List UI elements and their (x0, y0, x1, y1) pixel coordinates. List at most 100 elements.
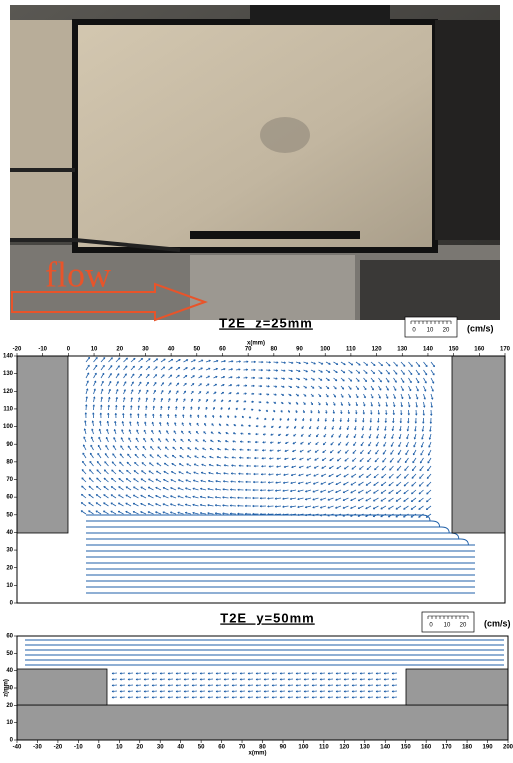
vector-arrow (86, 365, 89, 370)
vector-arrow (381, 490, 386, 493)
x-tick-label: 110 (319, 745, 329, 751)
vector-arrow (427, 490, 431, 494)
vector-arrow (389, 482, 394, 486)
x-tick-label: 90 (296, 347, 303, 353)
y-tick-label: 140 (3, 354, 14, 360)
vector-arrow (419, 498, 424, 502)
x-tick-label: 160 (421, 745, 432, 751)
vector-arrow (416, 370, 419, 375)
vector-arrow (431, 362, 435, 367)
vector-arrow (375, 466, 379, 470)
vector-arrow (396, 498, 401, 501)
x-tick-label: 70 (245, 347, 252, 353)
scale-label: 20 (443, 328, 450, 334)
vector-arrow (389, 490, 394, 494)
vector-arrow (381, 482, 386, 486)
vector-arrow (424, 370, 427, 375)
vector-arrow (119, 470, 123, 474)
vector-arrow (379, 370, 383, 374)
x-tick-label: 0 (97, 745, 101, 751)
vector-stream (86, 515, 430, 521)
vector-arrow (394, 370, 398, 374)
vector-arrow (112, 470, 116, 474)
x-tick-label: 120 (339, 745, 350, 751)
vector-arrow (104, 495, 109, 498)
vector-arrow (112, 462, 116, 466)
vector-arrow (427, 482, 431, 486)
vector-arrow (81, 502, 86, 506)
vector-arrow (86, 357, 90, 362)
vector-arrow (383, 458, 386, 462)
x-tick-label: -20 (54, 745, 63, 751)
scale-unit: (cm/s) (467, 323, 494, 333)
vector-arrow (142, 454, 146, 458)
vector-arrow (119, 487, 124, 490)
vector-arrow (412, 466, 416, 471)
vector-arrow (386, 370, 390, 374)
vector-stream (86, 539, 468, 545)
vector-arrow (105, 462, 109, 466)
x-tick-label: 200 (503, 745, 513, 751)
obstacle (452, 356, 505, 533)
x-tick-label: 120 (372, 347, 383, 353)
vector-arrow (97, 461, 101, 466)
x-tick-label: -20 (13, 347, 22, 353)
x-tick-label: 160 (474, 347, 485, 353)
vector-arrow (359, 466, 363, 469)
vector-arrow (426, 506, 431, 510)
vector-arrow (134, 462, 138, 466)
vector-arrow (101, 365, 104, 370)
obstacle (17, 705, 508, 740)
vector-arrow (359, 474, 364, 477)
vector-arrow (364, 370, 368, 374)
vector-arrow (389, 498, 394, 501)
vector-arrow (111, 495, 116, 498)
chart-title: T2E y=50mm (220, 610, 314, 625)
vector-arrow (94, 365, 97, 370)
vector-arrow (390, 458, 393, 462)
vector-arrow (382, 474, 386, 478)
vector-arrow (411, 498, 416, 502)
vector-arrow (139, 358, 143, 362)
x-tick-label: 110 (346, 347, 356, 353)
x-tick-label: 170 (442, 745, 453, 751)
x-tick-label: 80 (270, 347, 277, 353)
x-tick-label: 190 (483, 745, 494, 751)
vector-arrow (82, 469, 86, 474)
vector-arrow (386, 362, 390, 366)
obstacle (17, 669, 107, 705)
scale-unit: (cm/s) (484, 618, 511, 628)
vector-arrow (124, 358, 128, 362)
x-tick-label: 30 (157, 745, 164, 751)
x-tick-label: 30 (142, 347, 149, 353)
vector-arrow (104, 486, 109, 490)
y-tick-label: 20 (6, 565, 13, 571)
x-tick-label: 10 (91, 347, 98, 353)
vector-arrow (405, 466, 409, 471)
axes-frame (17, 356, 505, 603)
vector-arrow (109, 358, 113, 362)
figure: flow -20-1001020304050607080901001101201… (0, 0, 513, 758)
photo: flow (10, 5, 500, 320)
vector-arrow (416, 362, 420, 367)
vector-arrow (126, 478, 131, 482)
vector-arrow (116, 366, 120, 370)
y-tick-label: 80 (6, 459, 13, 465)
vector-arrow (411, 490, 416, 494)
vector-arrow (396, 490, 401, 494)
x-tick-label: 20 (116, 347, 123, 353)
y-tick-label: 0 (10, 601, 14, 607)
vector-arrow (126, 487, 131, 490)
vector-arrow (104, 470, 108, 474)
vector-arrow (113, 454, 116, 458)
obstacle (406, 669, 508, 705)
scale-label: 10 (427, 328, 434, 334)
x-axis-label: x(mm) (247, 341, 265, 347)
vector-arrow (131, 366, 135, 370)
vector-arrow (390, 466, 394, 470)
vector-arrow (419, 490, 423, 494)
vector-arrow (373, 490, 378, 493)
x-tick-label: 50 (198, 745, 205, 751)
